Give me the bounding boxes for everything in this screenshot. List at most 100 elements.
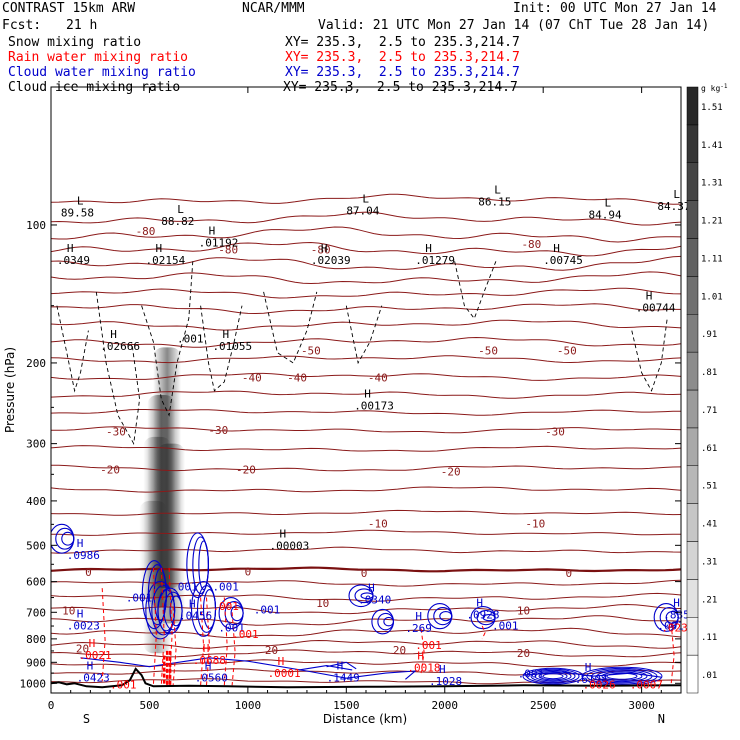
temperature-label: -10 — [525, 517, 545, 530]
field-name-snow: Snow mixing ratio — [8, 35, 142, 50]
snow-contour — [95, 291, 141, 446]
rain-contour — [168, 567, 173, 686]
contour-value: .001 — [212, 581, 239, 594]
low-marker: L — [362, 192, 369, 205]
high-value: .02154 — [146, 254, 186, 267]
cloud-water-contour — [383, 616, 395, 627]
high-marker: H — [87, 660, 94, 673]
cloud-water-contour — [198, 540, 209, 591]
rain-contour — [206, 597, 211, 686]
x-tick-label: 0 — [48, 699, 55, 712]
snow-contour — [56, 305, 89, 393]
temperature-label: 0 — [361, 567, 368, 580]
contour-value: .001 — [218, 621, 245, 634]
high-marker: H — [321, 242, 328, 255]
temperature-label: -40 — [242, 371, 262, 384]
low-marker: L — [77, 195, 84, 208]
x-tick-label: 3000 — [628, 699, 655, 712]
x-tick-label: 2500 — [530, 699, 557, 712]
snow-contour — [454, 261, 497, 320]
high-value: .0423 — [77, 672, 110, 685]
temperature-label: -50 — [557, 345, 577, 358]
temperature-contour — [51, 649, 681, 658]
temperature-contour — [51, 639, 681, 649]
high-marker: H — [337, 660, 344, 673]
temperature-label: -80 — [521, 238, 541, 251]
temperature-contour — [51, 211, 681, 226]
high-value: .02666 — [100, 340, 140, 353]
contour-value: .0007 — [630, 678, 663, 691]
contour-value: .001 — [254, 603, 281, 616]
colorbar-swatch — [686, 654, 699, 694]
rain-contour — [160, 567, 165, 686]
low-marker: L — [604, 197, 611, 210]
high-value: .00744 — [636, 302, 676, 315]
high-marker: H — [415, 610, 422, 623]
high-marker: H — [89, 637, 96, 650]
high-marker: H — [205, 660, 212, 673]
high-value: .02039 — [311, 254, 351, 267]
temperature-label: -40 — [368, 371, 388, 384]
cloud-water-contour — [586, 667, 658, 685]
colorbar-level-label: .61 — [701, 444, 717, 454]
high-value: .0986 — [67, 549, 100, 562]
temperature-label: 0 — [85, 566, 92, 579]
valid-time: Valid: 21 UTC Mon 27 Jan 14 (07 ChT Tue … — [318, 18, 710, 33]
colorbar-swatch — [686, 314, 699, 353]
fcst-value: 21 h — [66, 18, 98, 33]
temperature-label: -40 — [287, 371, 307, 384]
high-marker: H — [425, 242, 432, 255]
x-tick-label: 500 — [140, 699, 160, 712]
ice-shade — [139, 500, 168, 598]
high-marker: H — [280, 527, 287, 540]
field-xy-cloud-water: XY= 235.3, 2.5 to 235.3,214.7 — [285, 65, 520, 80]
cloud-water-contour — [534, 670, 572, 682]
high-marker: H — [203, 642, 210, 655]
temperature-label: 0 — [245, 565, 252, 578]
temperature-contour — [51, 319, 681, 331]
colorbar-swatch — [686, 351, 699, 391]
contour-value: .001 — [232, 628, 259, 641]
colorbar-swatch — [686, 617, 699, 656]
field-name-cloud-water: Cloud water mixing ratio — [8, 65, 196, 80]
field-xy-rain: XY= 235.3, 2.5 to 235.3,214.7 — [285, 50, 520, 65]
high-marker: H — [553, 242, 560, 255]
colorbar-level-label: .91 — [701, 330, 717, 340]
colorbar-swatch — [686, 579, 699, 618]
cloud-water-contour — [665, 611, 679, 624]
colorbar-level-label: 1.01 — [701, 292, 723, 302]
colorbar-level-label: .01 — [701, 671, 717, 681]
y-tick-label: 400 — [26, 495, 46, 508]
cloud-water-contour — [482, 613, 496, 622]
high-marker: H — [77, 607, 84, 620]
cloud-water-contour — [538, 672, 568, 681]
cloud-water-contour — [439, 611, 453, 622]
high-marker: H — [67, 242, 74, 255]
temperature-contour — [51, 445, 681, 452]
low-value: 84.94 — [588, 209, 621, 222]
high-value: .01192 — [199, 236, 239, 249]
colorbar-unit: g kg-1 — [701, 83, 728, 93]
colorbar-level-label: .31 — [701, 557, 717, 567]
temperature-label: 20 — [393, 644, 406, 657]
high-value: .0018 — [407, 662, 440, 675]
high-value: .01055 — [212, 340, 252, 353]
high-value: .0349 — [57, 254, 90, 267]
cloud-water-contour — [202, 589, 217, 629]
temperature-contour — [51, 226, 681, 243]
temperature-label: -80 — [218, 243, 238, 256]
low-value: 86.15 — [478, 196, 511, 209]
temperature-label: -80 — [136, 225, 156, 238]
temperature-contour — [51, 372, 681, 381]
temperature-contour — [51, 592, 681, 602]
colorbar-level-label: .71 — [701, 406, 717, 416]
cloud-water-contour — [591, 669, 653, 684]
temperature-contour — [51, 409, 681, 416]
low-value: 84.37 — [657, 200, 690, 213]
colorbar-swatch — [686, 389, 699, 429]
temperature-label: 0 — [565, 567, 572, 580]
temperature-contour — [51, 486, 681, 493]
y-tick-label: 700 — [26, 606, 46, 619]
cloud-water-contour — [326, 661, 357, 670]
contour-value: .001 — [657, 619, 684, 632]
